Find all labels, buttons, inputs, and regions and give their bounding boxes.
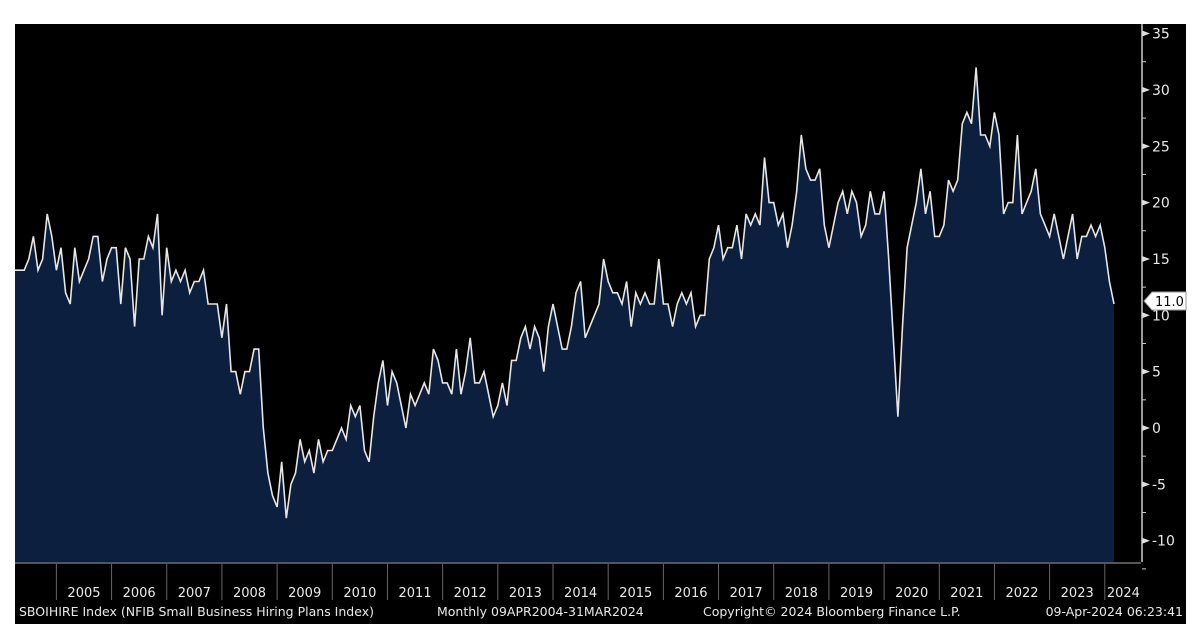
y-tick: [1142, 86, 1150, 93]
y-tick: [1142, 255, 1150, 262]
y-tick: [1142, 425, 1150, 431]
y-tick-label: 25: [1152, 139, 1170, 155]
x-axis-line: [15, 562, 1141, 564]
footer-timestamp: 09-Apr-2024 06:23:41: [1046, 604, 1183, 619]
footer-copyright: Copyright© 2024 Bloomberg Finance L.P.: [703, 604, 961, 619]
last-value-box: [1143, 291, 1187, 311]
x-tick-label: 2018: [785, 586, 818, 601]
y-axis: 35 30 25 20 15 10 5 0 -5 -10: [1141, 24, 1175, 570]
y-tick: [1142, 143, 1150, 150]
x-tick-label: 2007: [178, 586, 211, 601]
x-tick-label: 2011: [399, 586, 432, 601]
y-tick: [1142, 537, 1150, 544]
x-tick-label: 2009: [288, 586, 321, 601]
x-tick-label: 2005: [67, 586, 100, 601]
x-tick-label: 2010: [343, 586, 376, 601]
x-tick-label: 2015: [619, 586, 652, 601]
y-tick: [1142, 30, 1150, 37]
y-tick-label: -10: [1152, 534, 1175, 550]
y-tick-label: 20: [1152, 196, 1170, 212]
x-tick-label: 2016: [674, 586, 707, 601]
x-tick-label: 2006: [123, 586, 156, 601]
footer-range: Monthly 09APR2004-31MAR2024: [437, 604, 644, 619]
y-tick: [1142, 312, 1150, 319]
y-tick-label: 5: [1152, 365, 1161, 381]
footer: SBOIHIRE Index (NFIB Small Business Hiri…: [19, 604, 1183, 619]
x-tick-label: 2024: [1107, 586, 1140, 601]
last-value-label: 11.0: [1155, 295, 1184, 310]
y-tick-label: 10: [1152, 308, 1170, 324]
x-tick-label: 2023: [1061, 586, 1094, 601]
series-area: [15, 67, 1115, 563]
x-tick-label: 2017: [730, 586, 763, 601]
y-tick-label: -5: [1152, 477, 1166, 493]
area-fill: [15, 67, 1114, 563]
y-tick: [1142, 481, 1150, 488]
y-tick-label: 35: [1152, 27, 1170, 43]
footer-description: SBOIHIRE Index (NFIB Small Business Hiri…: [19, 604, 374, 619]
x-tick-label: 2012: [454, 586, 487, 601]
x-tick-label: 2021: [950, 586, 983, 601]
x-axis: 2005 2006 2007 2008 2009 2010 2011 2012 2013 2014…: [15, 562, 1141, 601]
x-tick-label: 2014: [564, 586, 597, 601]
y-tick: [1142, 368, 1150, 375]
x-tick-label: 2008: [233, 586, 266, 601]
x-tick-label: 2020: [895, 586, 928, 601]
y-tick-label: 15: [1152, 252, 1170, 268]
x-tick-label: 2013: [509, 586, 542, 601]
last-value-marker: 11.0: [1143, 291, 1187, 311]
y-tick-label: 0: [1152, 421, 1161, 437]
series-line: [15, 67, 1115, 519]
y-tick-label: 30: [1152, 83, 1170, 99]
y-tick: [1142, 199, 1150, 206]
x-tick-label: 2019: [840, 586, 873, 601]
x-tick-label: 2022: [1005, 586, 1038, 601]
